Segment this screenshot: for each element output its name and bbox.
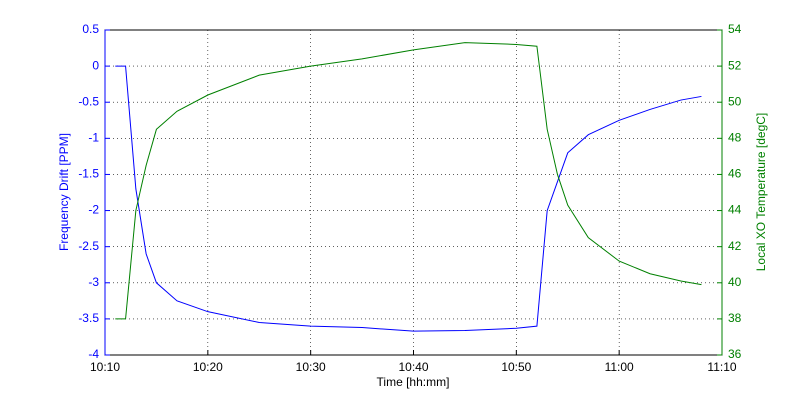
y2-tick-label: 42 — [728, 239, 742, 253]
x-tick-label: 10:10 — [90, 360, 120, 374]
x-tick-label: 10:50 — [501, 360, 531, 374]
x-tick-label: 11:10 — [707, 360, 736, 374]
y2-tick-label: 50 — [728, 94, 742, 108]
y-tick-label: 0.5 — [82, 22, 99, 36]
y2-tick-label: 38 — [728, 311, 742, 325]
y2-axis-label: Local XO Temperature [degC] — [754, 113, 768, 272]
y2-tick-label: 40 — [728, 275, 742, 289]
y-tick-label: -3 — [88, 275, 99, 289]
series-line — [115, 65, 702, 332]
y2-tick-label: 44 — [728, 203, 742, 217]
x-tick-label: 10:40 — [398, 360, 428, 374]
y-tick-label: -1.5 — [78, 167, 99, 181]
y-tick-label: 0 — [92, 58, 99, 72]
y2-tick-label: 52 — [728, 58, 742, 72]
y2-tick-label: 46 — [728, 167, 742, 181]
x-tick-label: 10:30 — [296, 360, 326, 374]
series-line — [115, 42, 702, 320]
y2-tick-label: 54 — [728, 22, 742, 36]
y-tick-label: -4 — [88, 347, 99, 361]
y-tick-label: -2 — [88, 203, 99, 217]
y-axis-label: Frequency Drift [PPM] — [57, 133, 71, 251]
y-tick-label: -2.5 — [78, 239, 99, 253]
x-tick-label: 10:20 — [193, 360, 223, 374]
x-tick-label: 11:00 — [605, 360, 634, 374]
y-tick-label: -3.5 — [78, 311, 99, 325]
plot-frame — [104, 29, 723, 356]
y-tick-label: -0.5 — [78, 94, 99, 108]
x-axis-label: Time [hh:mm] — [377, 375, 450, 389]
y-tick-label: -1 — [88, 131, 99, 145]
y2-tick-label: 48 — [728, 131, 742, 145]
y2-tick-label: 36 — [728, 347, 742, 361]
